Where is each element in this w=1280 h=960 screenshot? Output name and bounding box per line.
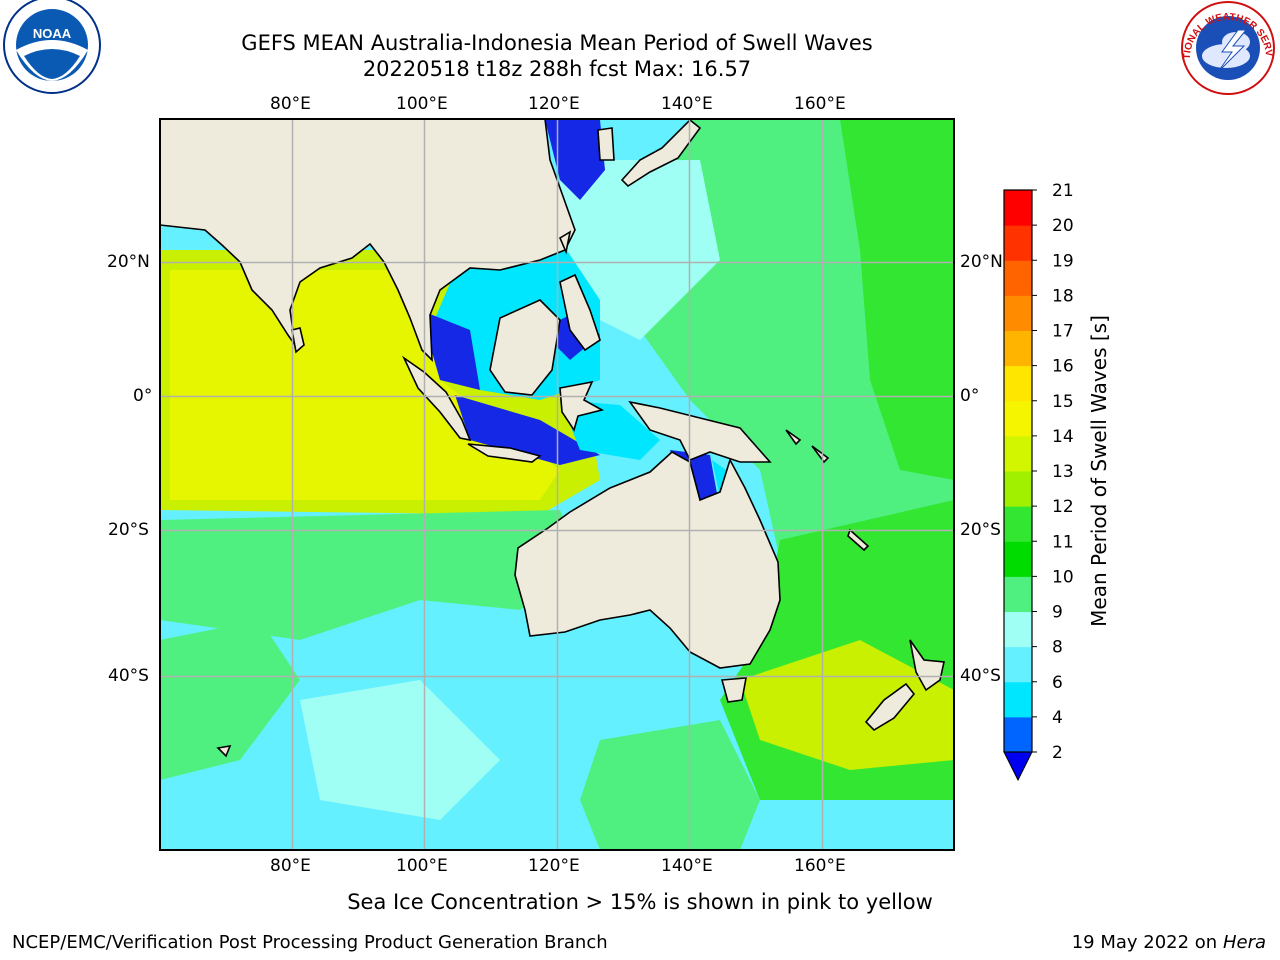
colorbar-bin — [1004, 576, 1032, 612]
lon-tick-top-140e: 140°E — [661, 94, 713, 114]
map-frame — [159, 118, 955, 851]
colorbar-tick-label: 14 — [1052, 427, 1074, 447]
colorbar-bin — [1004, 365, 1032, 402]
lon-tick-bottom-120e: 120°E — [528, 856, 580, 876]
colorbar-tick-label: 8 — [1052, 638, 1063, 658]
sea-ice-note: Sea Ice Concentration > 15% is shown in … — [347, 890, 933, 914]
colorbar-tick-label: 13 — [1052, 462, 1074, 482]
land-masses — [160, 119, 945, 758]
svg-text:NATIONAL WEATHER SERVICE: NATIONAL WEATHER SERVICE — [0, 0, 1274, 60]
lon-tick-bottom-100e: 100°E — [396, 856, 448, 876]
credit-line: NCEP/EMC/Verification Post Processing Pr… — [12, 932, 608, 953]
colorbar-bin — [1004, 681, 1032, 718]
graticule — [160, 119, 954, 850]
noaa-logo: NOAA — [3, 0, 101, 94]
colorbar-tick-label: 18 — [1052, 286, 1074, 306]
colorbar-bin — [1004, 506, 1032, 542]
date-text: 19 May 2022 on — [1071, 932, 1218, 953]
map-title: GEFS MEAN Australia-Indonesia Mean Perio… — [241, 31, 873, 55]
svg-text:NOAA: NOAA — [33, 26, 72, 41]
colorbar-tick-label: 19 — [1052, 251, 1074, 271]
machine-name: Hera — [1222, 932, 1266, 953]
colorbar-tick-label: 17 — [1052, 322, 1074, 342]
colorbar-bin — [1004, 225, 1032, 261]
lon-tick-top-160e: 160°E — [794, 94, 846, 114]
colorbar-tick-label: 21 — [1052, 181, 1074, 201]
colorbar-tick-label: 20 — [1052, 216, 1074, 236]
lat-tick-right-0: 0° — [960, 386, 980, 406]
colorbar-tick-label: 2 — [1052, 743, 1063, 763]
colorbar-label: Mean Period of Swell Waves [s] — [1087, 315, 1111, 627]
colorbar: 2 4 6 8 9 10 11 12 13 14 15 16 17 18 19 20 21 Mean Period… — [1003, 181, 1111, 782]
lat-tick-right-20n: 20°N — [960, 252, 1003, 272]
colorbar-tick-label: 6 — [1052, 673, 1063, 693]
colorbar-bin — [1004, 611, 1032, 648]
lon-tick-bottom-80e: 80°E — [270, 856, 311, 876]
colorbar-tick-label: 10 — [1052, 567, 1074, 587]
colorbar-bin — [1004, 190, 1032, 226]
lat-tick-right-20s: 20°S — [960, 520, 1001, 540]
colorbar-tick-label: 9 — [1052, 603, 1063, 623]
date-stamp: 19 May 2022 on Hera — [1072, 932, 1266, 953]
lon-tick-top-100e: 100°E — [396, 94, 448, 114]
lat-tick-right-40s: 40°S — [960, 666, 1001, 686]
colorbar-tick-label: 15 — [1052, 392, 1074, 412]
colorbar-bin — [1004, 400, 1032, 437]
colorbar-tick-label: 11 — [1052, 532, 1074, 552]
map-subtitle: 20220518 t18z 288h fcst Max: 16.57 — [362, 57, 752, 81]
colorbar-tick-label: 12 — [1052, 497, 1074, 517]
colorbar-bin — [1004, 716, 1032, 753]
colorbar-bin — [1004, 435, 1032, 472]
colorbar-extend-arrow — [1003, 751, 1033, 782]
nws-logo: NATIONAL WEATHER SERVICE — [0, 0, 1275, 95]
lon-tick-bottom-160e: 160°E — [794, 856, 846, 876]
colorbar-bin — [1004, 260, 1032, 296]
colorbar-bin — [1004, 471, 1032, 507]
colorbar-tick-label: 4 — [1052, 708, 1063, 728]
colorbar-bin — [1004, 541, 1032, 577]
lat-tick-left-20s: 20°S — [108, 520, 149, 540]
lon-tick-top-120e: 120°E — [528, 94, 580, 114]
colorbar-bin — [1004, 295, 1032, 331]
lon-tick-bottom-140e: 140°E — [661, 856, 713, 876]
lat-tick-left-40s: 40°S — [108, 666, 149, 686]
colorbar-bin — [1004, 646, 1032, 683]
lon-tick-top-80e: 80°E — [270, 94, 311, 114]
colorbar-bin — [1004, 330, 1032, 367]
swell-period-map — [160, 119, 954, 850]
lat-tick-left-0: 0° — [133, 386, 153, 406]
colorbar-tick-label: 16 — [1052, 357, 1074, 377]
lat-tick-left-20n: 20°N — [107, 252, 150, 272]
